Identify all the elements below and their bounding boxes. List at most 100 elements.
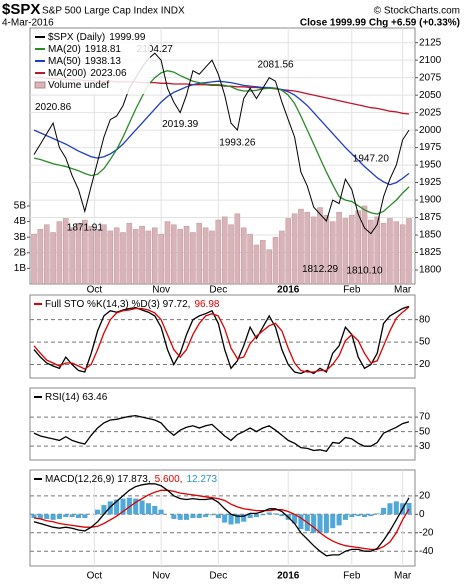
bar bbox=[342, 218, 349, 285]
bar bbox=[82, 219, 88, 285]
bar bbox=[406, 218, 412, 285]
bar bbox=[228, 514, 234, 525]
bar bbox=[56, 514, 62, 519]
bar bbox=[393, 501, 399, 515]
y-tick-label: 2000 bbox=[419, 125, 442, 136]
bar bbox=[393, 221, 400, 285]
series-line bbox=[33, 52, 410, 235]
symbol: $SPX bbox=[2, 1, 40, 18]
y-tick-label: 2125 bbox=[419, 37, 442, 48]
legend-entry: MA(50) 1938.13 bbox=[48, 56, 121, 67]
bar bbox=[132, 229, 139, 285]
legend-part: MACD(12,26,9) 17.873, bbox=[45, 474, 151, 485]
bar bbox=[133, 498, 139, 515]
bar bbox=[171, 224, 177, 285]
bar bbox=[399, 224, 406, 285]
legend-name: Volume undef bbox=[48, 80, 109, 91]
y-tick-label: 1875 bbox=[419, 212, 442, 223]
price-annotation: 2104.27 bbox=[137, 44, 174, 55]
y-tick-label: 2075 bbox=[419, 72, 442, 83]
bar bbox=[285, 218, 291, 285]
series-line bbox=[33, 306, 410, 373]
bar bbox=[69, 227, 75, 285]
bar bbox=[37, 514, 43, 519]
x-tick-label: Feb bbox=[343, 285, 361, 296]
bar bbox=[292, 514, 298, 524]
bar bbox=[253, 514, 259, 518]
y-tick-label: -40 bbox=[419, 546, 434, 557]
bar bbox=[279, 514, 285, 517]
bar bbox=[139, 500, 145, 515]
y-tick-label: 1900 bbox=[419, 195, 442, 206]
bar bbox=[145, 230, 152, 285]
bar bbox=[323, 514, 329, 533]
y-tick-label: 1925 bbox=[419, 177, 442, 188]
bar bbox=[209, 230, 215, 285]
bar bbox=[234, 514, 240, 524]
legend-entry: MA(200) 2023.06 bbox=[48, 68, 127, 79]
bar bbox=[114, 499, 120, 515]
bar bbox=[43, 224, 50, 285]
legend-value: 2023.06 bbox=[90, 68, 127, 79]
bar bbox=[158, 233, 164, 285]
bar bbox=[196, 222, 202, 285]
legend: Full STO %K(14,3) %D(3) 97.72, 96.98 bbox=[45, 299, 220, 310]
y-tick-label: 1850 bbox=[419, 230, 442, 241]
bar bbox=[107, 230, 114, 285]
bar bbox=[279, 230, 285, 285]
bar bbox=[203, 514, 209, 518]
x-tick-label: Dec bbox=[209, 571, 227, 582]
bar bbox=[266, 249, 272, 285]
panel bbox=[29, 387, 416, 461]
bar bbox=[323, 215, 330, 285]
bar bbox=[241, 514, 247, 522]
bar bbox=[158, 509, 164, 515]
bar bbox=[336, 211, 342, 285]
y-tick-label: 1975 bbox=[419, 142, 442, 153]
x-tick-label: Feb bbox=[343, 571, 361, 582]
bar bbox=[145, 503, 151, 515]
bar bbox=[221, 216, 228, 285]
bar bbox=[95, 509, 101, 515]
bar bbox=[304, 211, 311, 285]
legend: RSI(14) 63.46 bbox=[45, 392, 108, 403]
legend-part: 96.98 bbox=[194, 299, 219, 310]
bar bbox=[361, 514, 368, 518]
bar bbox=[260, 240, 266, 285]
y-tick-label: 2050 bbox=[419, 90, 442, 101]
legend: MACD(12,26,9) 17.873, 5.600, 12.273 bbox=[45, 474, 217, 485]
bar bbox=[260, 514, 266, 516]
y-tick-label: 2025 bbox=[419, 107, 442, 118]
legend-part: Full STO %K(14,3) %D(3) 97.72, bbox=[45, 299, 190, 310]
y-tick-label: 1825 bbox=[419, 247, 442, 258]
legend-entry: $SPX (Daily) 1999.99 bbox=[48, 32, 146, 43]
price-annotation: 1871.91 bbox=[67, 222, 104, 233]
y-tick-label: 2100 bbox=[419, 55, 442, 66]
y2-tick-label: 2B bbox=[14, 247, 27, 258]
bar bbox=[152, 227, 158, 285]
bar bbox=[336, 514, 342, 526]
legend-name: MA(50) bbox=[48, 56, 81, 67]
bar bbox=[152, 506, 158, 515]
series-line bbox=[33, 80, 410, 186]
x-tick-label: 2016 bbox=[277, 285, 300, 296]
bar bbox=[113, 227, 120, 285]
bar bbox=[202, 227, 209, 285]
bar bbox=[75, 222, 82, 285]
y2-tick-label: 5B bbox=[14, 201, 27, 212]
bar bbox=[317, 207, 323, 285]
x-tick-label: Mar bbox=[394, 571, 412, 582]
quote: Close 1999.99 Chg +6.59 (+0.33%) bbox=[300, 18, 460, 29]
y-tick-label: 30 bbox=[419, 441, 431, 452]
bar bbox=[374, 216, 380, 285]
bar bbox=[228, 224, 234, 285]
bar bbox=[272, 236, 279, 285]
y-tick-label: 0 bbox=[419, 509, 425, 520]
bar bbox=[342, 514, 348, 520]
legend-value: 1999.99 bbox=[109, 32, 146, 43]
price-annotation: 2020.86 bbox=[35, 102, 72, 113]
credit: © StockCharts.com bbox=[374, 6, 460, 17]
series-line bbox=[33, 483, 410, 557]
bar bbox=[298, 208, 304, 285]
bar bbox=[253, 244, 260, 285]
